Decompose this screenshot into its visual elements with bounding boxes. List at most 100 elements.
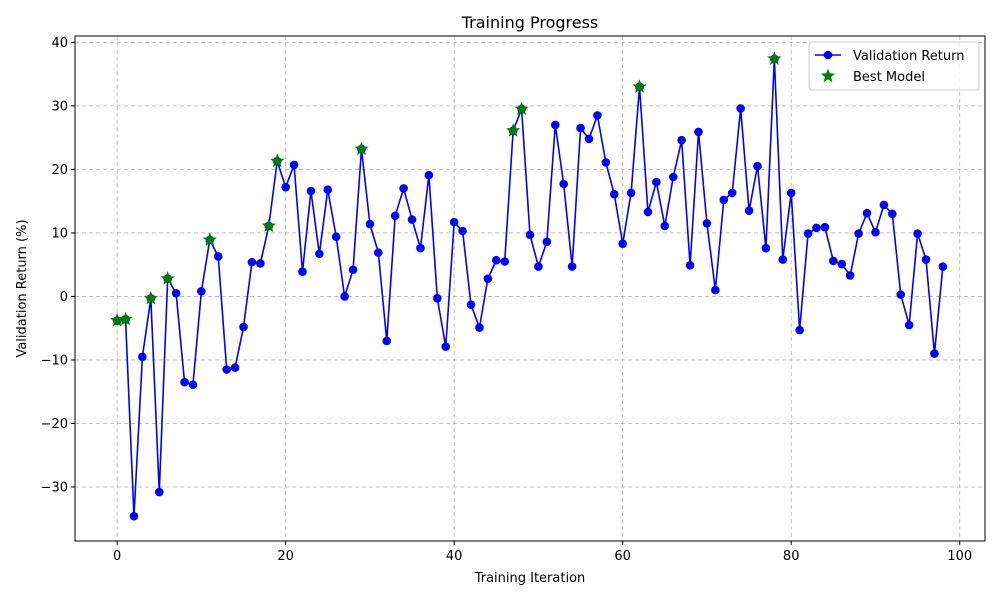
validation-return-point xyxy=(171,288,181,298)
validation-return-point xyxy=(559,179,569,189)
validation-return-point xyxy=(727,188,737,198)
validation-return-point xyxy=(736,104,745,113)
validation-return-point xyxy=(180,377,189,387)
validation-return-point xyxy=(786,188,796,198)
validation-return-point xyxy=(854,229,863,238)
validation-return-point xyxy=(567,262,577,271)
grid xyxy=(75,36,985,541)
series-layer xyxy=(110,51,948,521)
validation-return-point xyxy=(694,127,703,137)
validation-return-point xyxy=(913,229,922,238)
y-tick-label: 0 xyxy=(60,290,68,305)
validation-return-point xyxy=(138,352,147,362)
validation-return-point xyxy=(475,323,484,332)
best-model-point xyxy=(143,290,158,305)
validation-return-point xyxy=(331,232,341,242)
validation-return-point xyxy=(550,120,560,130)
validation-return-point xyxy=(230,363,240,372)
validation-return-point xyxy=(702,219,712,228)
x-tick-label: 100 xyxy=(947,549,972,564)
validation-return-point xyxy=(222,365,231,374)
validation-return-point xyxy=(424,170,434,180)
validation-return-point xyxy=(660,221,670,231)
validation-return-point xyxy=(458,226,467,236)
validation-return-point xyxy=(525,230,535,240)
validation-return-point xyxy=(719,195,729,205)
validation-return-point xyxy=(609,189,619,199)
validation-return-point xyxy=(306,186,316,196)
validation-return-point xyxy=(871,227,880,237)
validation-return-point xyxy=(593,111,602,120)
validation-return-point xyxy=(382,336,392,346)
validation-return-point xyxy=(829,256,838,266)
validation-return-point xyxy=(888,209,897,219)
validation-return-point xyxy=(744,206,754,215)
y-tick-label: −10 xyxy=(41,353,68,368)
validation-return-point xyxy=(812,223,821,233)
validation-return-point xyxy=(348,265,358,275)
validation-return-point xyxy=(315,249,324,259)
y-tick-label: 20 xyxy=(51,163,68,178)
validation-return-point xyxy=(845,271,855,280)
validation-return-point xyxy=(407,215,417,224)
validation-return-point xyxy=(197,287,206,296)
best-model-point xyxy=(160,271,175,285)
validation-return-point xyxy=(433,294,442,303)
validation-return-point xyxy=(584,134,594,144)
y-tick-label: 40 xyxy=(51,36,68,51)
validation-return-point xyxy=(643,207,653,217)
legend-label-best-model: Best Model xyxy=(853,70,925,85)
legend-label-validation-return: Validation Return xyxy=(853,49,964,64)
x-tick-label: 20 xyxy=(277,549,294,564)
validation-return-point xyxy=(390,211,400,221)
validation-return-point xyxy=(491,255,501,265)
validation-return-point xyxy=(879,200,889,210)
validation-return-point xyxy=(449,217,459,227)
validation-return-point xyxy=(129,511,139,521)
validation-return-point xyxy=(399,184,408,193)
y-axis-label: Validation Return (%) xyxy=(15,219,30,357)
validation-return-point xyxy=(938,262,948,271)
legend-marker-validation-return xyxy=(823,50,833,60)
x-axis-label: Training Iteration xyxy=(474,571,586,586)
validation-return-point xyxy=(626,188,636,198)
best-model-point xyxy=(270,153,285,168)
ticks: 0 20 40 60 80 100 −30 −20 −10 0 10 20 30 40 xyxy=(41,36,973,564)
validation-return-point xyxy=(542,237,552,247)
y-tick-label: −20 xyxy=(41,417,68,432)
best-model-point xyxy=(506,123,521,137)
best-model-point xyxy=(767,51,782,65)
validation-return-point xyxy=(930,349,939,358)
validation-return-point xyxy=(668,172,678,182)
validation-return-point xyxy=(239,322,248,332)
validation-return-point xyxy=(441,342,451,351)
validation-return-point xyxy=(289,160,299,170)
validation-return-point xyxy=(904,320,914,330)
validation-return-point xyxy=(323,185,333,195)
validation-return-point xyxy=(601,158,611,167)
validation-return-point xyxy=(921,255,931,264)
validation-return-point xyxy=(803,229,813,238)
validation-return-point xyxy=(247,257,257,267)
validation-return-point xyxy=(862,208,872,218)
validation-return-point xyxy=(256,259,265,268)
validation-return-point xyxy=(416,243,425,253)
validation-return-point xyxy=(500,257,510,266)
best-model-point xyxy=(354,141,369,156)
best-model-point xyxy=(110,313,125,327)
validation-return-point xyxy=(365,219,375,229)
validation-return-point xyxy=(576,123,585,133)
best-model-point xyxy=(632,79,647,93)
best-model-point xyxy=(202,232,217,246)
validation-return-point xyxy=(213,252,223,261)
validation-return-point xyxy=(281,182,290,192)
legend-marker-best-model xyxy=(820,68,836,83)
validation-return-point xyxy=(837,259,847,269)
best-model-point xyxy=(514,101,529,116)
x-tick-label: 40 xyxy=(446,549,463,564)
y-tick-label: −30 xyxy=(41,481,68,496)
validation-return-point xyxy=(896,290,906,299)
validation-return-point xyxy=(374,248,383,257)
validation-return-point xyxy=(298,267,307,276)
